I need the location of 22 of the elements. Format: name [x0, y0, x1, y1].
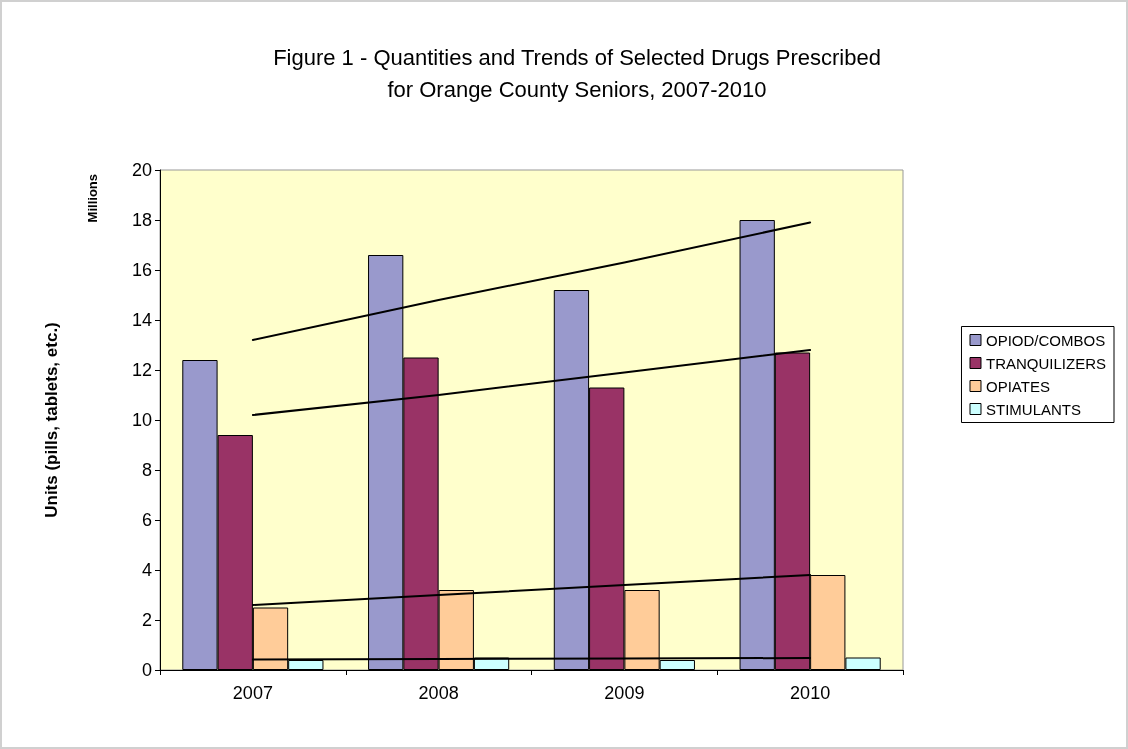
legend-label: TRANQUILIZERS	[985, 354, 1106, 372]
y-tick-label: 0	[141, 660, 152, 680]
x-tick-label: 2008	[418, 683, 459, 703]
x-tick-label: 2010	[790, 683, 831, 703]
y-tick-label: 4	[141, 560, 152, 580]
legend-label: STIMULANTS	[985, 400, 1081, 418]
y-axis-title: Units (pills, tablets, etc.)	[42, 322, 61, 518]
y-tick-label: 12	[131, 360, 152, 380]
chart-title: Figure 1 - Quantities and Trends of Selected Drugs Prescribed for Orange County Seniors, 2007-2010	[273, 44, 881, 102]
y-tick-label: 20	[131, 160, 152, 180]
legend-label: OPIATES	[985, 377, 1050, 395]
x-tick-label: 2009	[604, 683, 645, 703]
y-tick-label: 18	[131, 210, 152, 230]
x-tick-label: 2007	[232, 683, 273, 703]
text: Millions	[85, 174, 100, 223]
legend-label: OPIOD/COMBOS	[985, 331, 1106, 349]
y-tick-label: 14	[131, 310, 152, 330]
y-tick-label: 2	[141, 610, 152, 630]
y-tick-label: 10	[131, 410, 152, 430]
y-tick-label: 6	[141, 510, 152, 530]
y-tick-label: 8	[141, 460, 152, 480]
y-tick-label: 16	[131, 260, 152, 280]
